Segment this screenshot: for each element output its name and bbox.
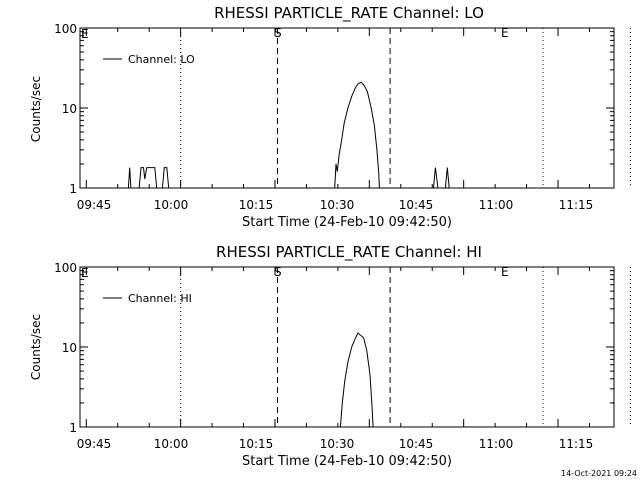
panel-hi-xtick-label: 10:00 — [154, 437, 189, 451]
panel-hi-title: RHESSI PARTICLE_RATE Channel: HI — [216, 243, 482, 262]
panel-hi-series-line — [339, 332, 374, 428]
panel-hi-ytick-label: 100 — [54, 261, 77, 275]
panel-lo-ylabel: Counts/sec — [29, 76, 43, 142]
panel-lo: RHESSI PARTICLE_RATE Channel: LO Counts/… — [29, 4, 593, 230]
panel-lo-ytick-label: 10 — [62, 102, 77, 116]
panel-lo-title: RHESSI PARTICLE_RATE Channel: LO — [214, 4, 484, 23]
panel-lo-marker-label: E — [81, 27, 89, 41]
panel-lo-series-line — [334, 81, 380, 189]
panel-lo-xtick-label: 11:15 — [559, 198, 594, 212]
panel-lo-legend-label: Channel: LO — [128, 53, 195, 66]
panel-lo-xtick-label: 09:45 — [77, 198, 112, 212]
panel-hi-legend-label: Channel: HI — [128, 292, 192, 305]
panel-lo-xtick-label: 10:15 — [239, 198, 274, 212]
panel-lo-xtick-label: 11:00 — [479, 198, 514, 212]
panel-hi-xtick-label: 11:00 — [479, 437, 514, 451]
panel-lo-xlabel: Start Time (24-Feb-10 09:42:50) — [242, 215, 452, 230]
panel-lo-plot-frame — [79, 27, 615, 189]
panel-hi-ylabel: Counts/sec — [29, 314, 43, 380]
panel-hi-ytick-label: 10 — [62, 341, 77, 355]
panel-hi-xtick-label: 10:15 — [239, 437, 274, 451]
panel-lo-ytick-label: 100 — [54, 22, 77, 36]
panel-hi-xtick-label: 10:30 — [320, 437, 355, 451]
panel-lo-marker-label: E — [501, 26, 509, 40]
panel-lo-series-line — [433, 167, 439, 189]
panel-hi-xtick-label: 10:45 — [399, 437, 434, 451]
panel-hi-ytick-label: 1 — [69, 421, 77, 435]
panel-lo-series-line — [138, 167, 158, 189]
panel-hi-plot-frame — [79, 266, 615, 428]
panel-lo-ytick-label: 1 — [69, 182, 77, 196]
panel-lo-series-line — [444, 167, 450, 189]
panel-lo-xtick-label: 10:00 — [154, 198, 189, 212]
panel-hi: RHESSI PARTICLE_RATE Channel: HI Counts/… — [29, 243, 593, 469]
generation-timestamp: 14-Oct-2021 09:24 — [561, 469, 637, 478]
panel-hi-xtick-label: 11:15 — [559, 437, 594, 451]
panel-lo-xtick-label: 10:30 — [320, 198, 355, 212]
panel-lo-xtick-label: 10:45 — [399, 198, 434, 212]
panel-hi-marker-label: E — [81, 266, 89, 280]
panel-hi-xlabel: Start Time (24-Feb-10 09:42:50) — [242, 454, 452, 469]
panel-lo-series-line — [161, 167, 170, 189]
panel-hi-marker-label: E — [501, 265, 509, 279]
panel-hi-xtick-label: 09:45 — [77, 437, 112, 451]
panel-lo-series-line — [127, 167, 132, 189]
